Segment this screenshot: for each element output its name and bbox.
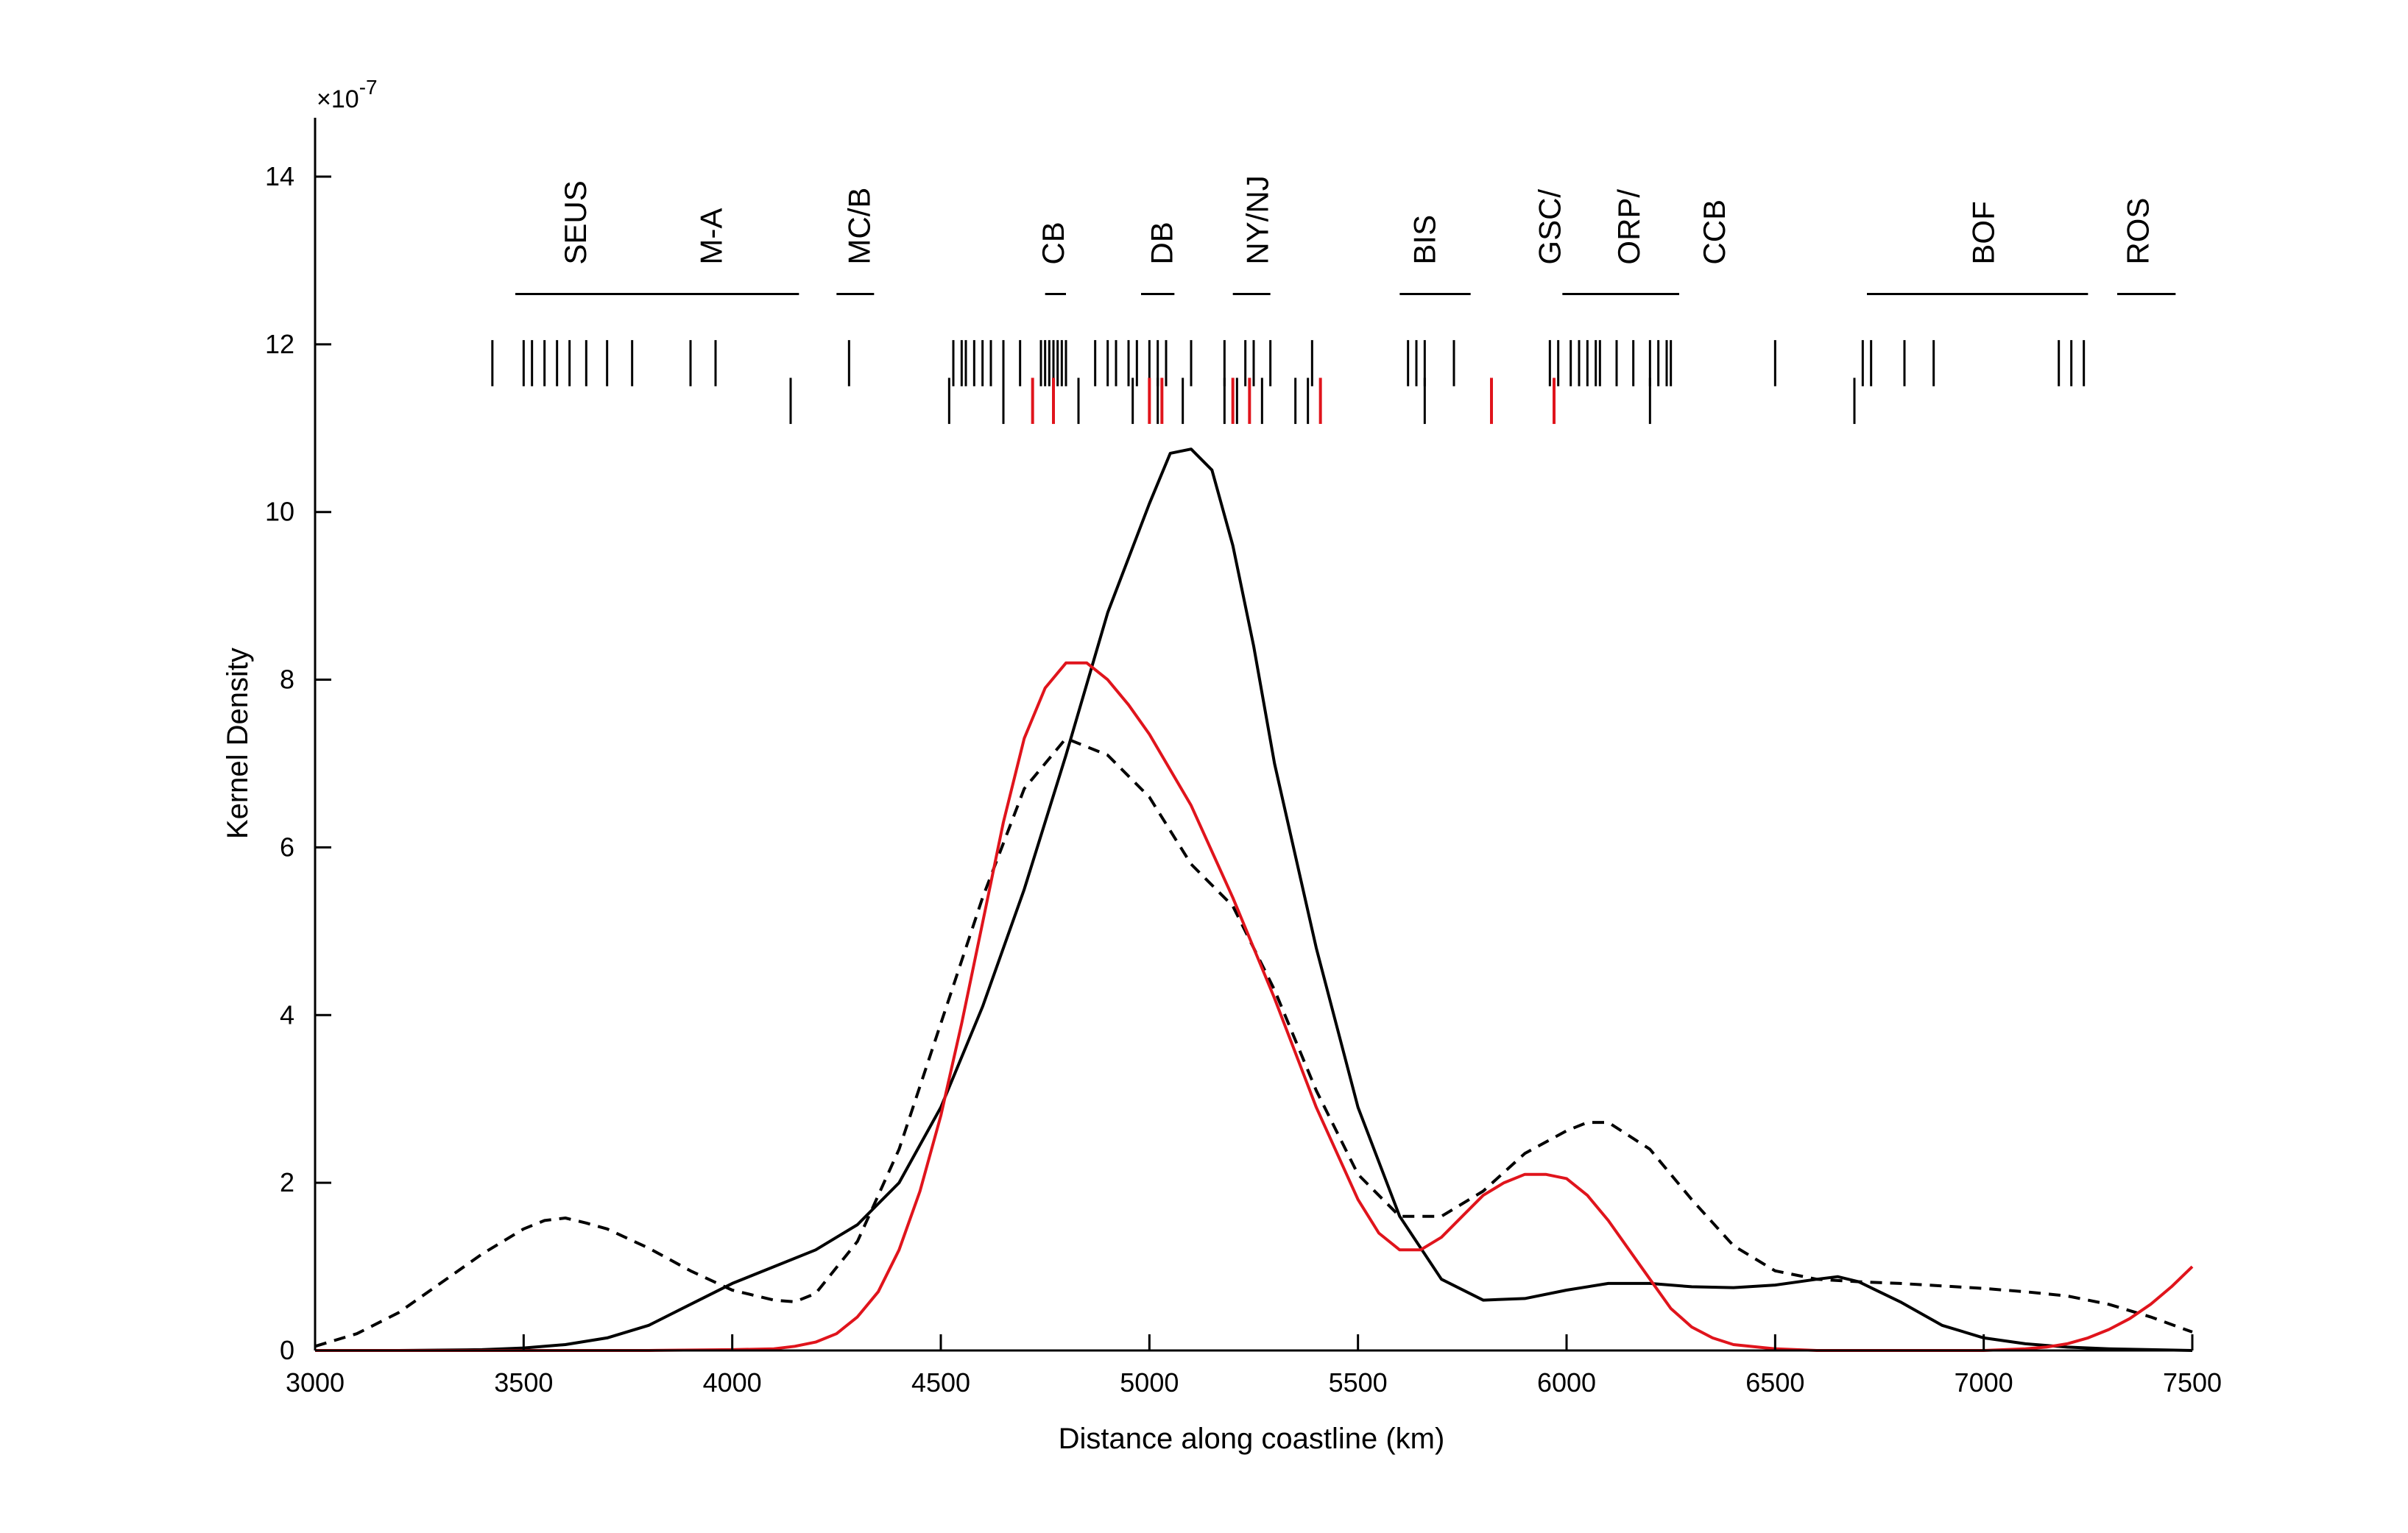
density-series-3 [315,661,2194,1352]
x-tick-label: 4000 [703,1367,762,1398]
x-tick-label: 3000 [286,1367,345,1398]
region-label: BOF [1966,201,2001,264]
rug-ticks [491,340,2086,425]
region-label: NY/NJ [1240,175,1275,264]
density-series-1 [315,447,2193,1352]
y-tick-label: 4 [280,999,294,1030]
y-tick-label: 12 [265,329,294,359]
axes: 3000 3500 4000 4500 5000 5500 6000 6500 7000 7500… [265,118,2222,1398]
region-label: SEUS [558,180,593,264]
y-multiplier-base: ×10 [317,85,359,113]
region-label: M-A [693,208,728,265]
y-tick-label: 14 [265,161,294,191]
region-label: BIS [1407,215,1441,265]
region-label: MC/B [842,188,877,265]
x-tick-label: 3500 [494,1367,553,1398]
y-axis-title: Kernel Density [222,648,254,839]
density-series-2 [314,737,2193,1348]
density-curves [314,447,2194,1352]
region-label: CCB [1697,199,1731,265]
y-multiplier-exponent: -7 [359,76,378,99]
y-multiplier: ×10-7 [317,76,378,113]
region-label: DB [1144,222,1179,264]
x-tick-label: 6000 [1537,1367,1596,1398]
x-tick-label: 7000 [1955,1367,2013,1398]
x-axis-title: Distance along coastline (km) [1059,1423,1445,1455]
x-tick-label: 5500 [1329,1367,1388,1398]
region-annotations: SEUS M-A MC/B CB DB NY/NJ BIS GSC/ORP/CCB BOF ROS [515,175,2176,295]
region-label: ORP/ [1611,189,1646,265]
region-label: ROS [2120,198,2155,265]
x-tick-label: 5000 [1120,1367,1179,1398]
y-tick-label: 10 [265,497,294,527]
y-tick-label: 6 [280,832,294,862]
x-tick-label: 6500 [1745,1367,1804,1398]
x-tick-label: 4500 [911,1367,970,1398]
region-label: GSC/ [1532,189,1567,265]
y-tick-label: 0 [280,1335,294,1365]
y-tick-label: 2 [280,1167,294,1197]
region-label: CB [1036,222,1070,264]
x-tick-label: 7500 [2163,1367,2222,1398]
y-tick-label: 8 [280,665,294,695]
